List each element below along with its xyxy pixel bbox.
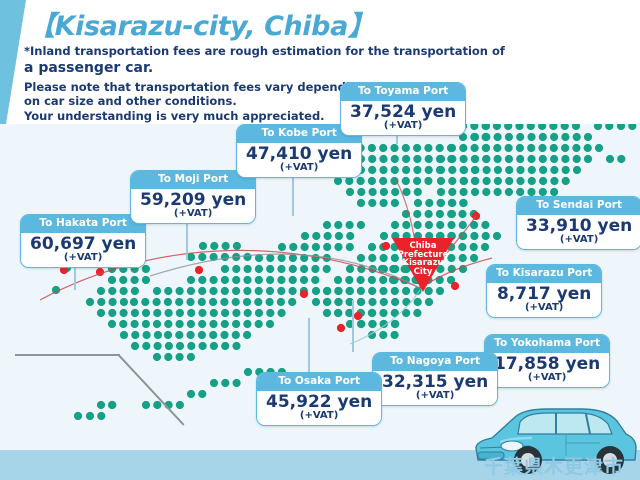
- callout-toyama-price: 37,524 yen: [350, 101, 457, 122]
- callout-sendai-body: 33,910 yen (+VAT): [517, 214, 640, 250]
- car-front-hub: [521, 453, 535, 467]
- car-headlight: [500, 440, 524, 452]
- callout-kisarazu-title: To Kisarazu Port: [487, 265, 602, 283]
- car-highlight: [499, 436, 533, 444]
- notes-block: *Inland transportation fees are rough es…: [24, 44, 505, 124]
- watermark-text: 千葉県木更津市: [483, 456, 624, 478]
- origin-line-2: Prefecture: [397, 249, 449, 260]
- callout-kobe-vat: (+VAT): [279, 162, 319, 174]
- callout-kobe[interactable]: To Kobe Port 47,410 yen (+VAT): [236, 124, 363, 179]
- route-kisarazu: [419, 257, 493, 289]
- header-band: [0, 0, 640, 124]
- car-front-bumper: [477, 451, 505, 460]
- callout-toyama-vat: (+VAT): [383, 120, 423, 132]
- callout-osaka[interactable]: To Osaka Port 45,922 yen (+VAT): [256, 372, 383, 427]
- callout-moji[interactable]: To Moji Port 59,209 yen (+VAT): [130, 170, 257, 225]
- leader-line-osaka: [308, 318, 310, 374]
- page-title: 【Kisarazu-city, Chiba】: [28, 11, 375, 42]
- callout-nagoya-vat: (+VAT): [415, 390, 455, 402]
- callout-nagoya-title: To Nagoya Port: [373, 353, 498, 371]
- callout-osaka-vat: (+VAT): [299, 410, 339, 422]
- note-line-5: Your understanding is very much apprecia…: [24, 109, 325, 124]
- callout-moji-vat: (+VAT): [173, 208, 213, 220]
- callout-kisarazu-price: 8,717 yen: [496, 283, 592, 304]
- inset-divider-horizontal: [15, 354, 120, 356]
- callout-kobe-price: 47,410 yen: [246, 143, 353, 164]
- callout-kisarazu[interactable]: To Kisarazu Port 8,717 yen (+VAT): [486, 264, 603, 319]
- car-c-pillar: [585, 413, 591, 435]
- note-line-1: *Inland transportation fees are rough es…: [24, 44, 505, 58]
- callout-hakata[interactable]: To Hakata Port 60,697 yen (+VAT): [20, 214, 147, 269]
- callout-toyama-title: To Toyama Port: [341, 83, 466, 101]
- callout-yokohama-title: To Yokohama Port: [485, 335, 610, 353]
- origin-map-pin: Chiba Prefecture Kisarazu City: [392, 238, 454, 292]
- origin-line-1: Chiba: [409, 241, 437, 251]
- leader-line-hakata: [74, 266, 76, 290]
- callout-kisarazu-vat: (+VAT): [524, 302, 564, 314]
- leader-line-kobe: [292, 176, 294, 216]
- note-line-4: on car size and other conditions.: [24, 94, 237, 109]
- callout-nagoya[interactable]: To Nagoya Port 32,315 yen (+VAT): [372, 352, 499, 407]
- leader-line-moji: [186, 220, 188, 260]
- callout-moji-title: To Moji Port: [131, 171, 256, 189]
- origin-line-3: Kisarazu: [402, 258, 444, 269]
- route-nagoya: [349, 289, 421, 345]
- leader-line-nagoya: [352, 300, 354, 352]
- callout-sendai-title: To Sendai Port: [517, 197, 640, 215]
- note-line-2: a passenger car.: [24, 59, 154, 76]
- callout-osaka-title: To Osaka Port: [257, 373, 382, 391]
- callout-toyama[interactable]: To Toyama Port 37,524 yen (+VAT): [340, 82, 467, 137]
- callout-yokohama-body: 17,858 yen (+VAT): [485, 352, 610, 388]
- callout-osaka-body: 45,922 yen (+VAT): [257, 390, 382, 426]
- car-rear-hub: [603, 453, 617, 467]
- passenger-car-illustration: [475, 408, 637, 474]
- callout-yokohama[interactable]: To Yokohama Port 17,858 yen (+VAT): [484, 334, 611, 389]
- route-west: [39, 249, 421, 301]
- route-inner: [149, 253, 421, 289]
- callout-hakata-vat: (+VAT): [63, 252, 103, 264]
- car-windows: [517, 412, 613, 435]
- callout-kobe-body: 47,410 yen (+VAT): [237, 142, 362, 178]
- callout-kisarazu-body: 8,717 yen (+VAT): [487, 282, 602, 318]
- callout-hakata-title: To Hakata Port: [21, 215, 146, 233]
- callout-moji-body: 59,209 yen (+VAT): [131, 188, 256, 224]
- callout-hakata-price: 60,697 yen: [30, 233, 137, 254]
- callout-moji-price: 59,209 yen: [140, 189, 247, 210]
- callout-osaka-price: 45,922 yen: [266, 391, 373, 412]
- callout-sendai-vat: (+VAT): [559, 234, 599, 246]
- origin-line-4: City: [413, 266, 433, 277]
- callout-toyama-body: 37,524 yen (+VAT): [341, 100, 466, 136]
- callout-nagoya-body: 32,315 yen (+VAT): [373, 370, 498, 406]
- callout-yokohama-vat: (+VAT): [527, 372, 567, 384]
- callout-nagoya-price: 32,315 yen: [382, 371, 489, 392]
- callout-yokohama-price: 17,858 yen: [494, 353, 601, 374]
- callout-kobe-title: To Kobe Port: [237, 125, 362, 143]
- callout-sendai-price: 33,910 yen: [526, 215, 633, 236]
- note-line-3: Please note that transportation fees var…: [24, 79, 367, 94]
- callout-hakata-body: 60,697 yen (+VAT): [21, 232, 146, 268]
- callout-sendai[interactable]: To Sendai Port 33,910 yen (+VAT): [516, 196, 640, 251]
- origin-pin-label: Chiba Prefecture Kisarazu City: [392, 242, 454, 277]
